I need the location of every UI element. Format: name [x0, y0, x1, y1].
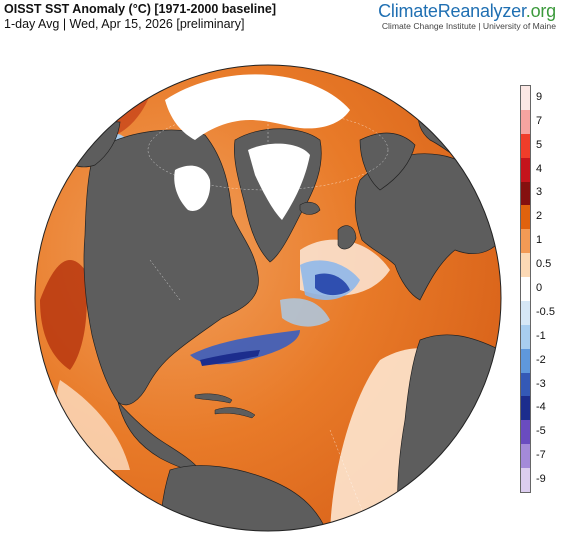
legend-swatch [521, 396, 530, 421]
legend-label: 0.5 [536, 258, 552, 271]
map-subtitle: 1-day Avg | Wed, Apr 15, 2026 [prelimina… [4, 17, 245, 31]
legend-swatch [521, 181, 530, 206]
legend-swatch [521, 372, 530, 397]
legend-label: -2 [536, 353, 546, 366]
greenland-ice-sheet [248, 143, 310, 220]
iceland-land [299, 201, 321, 215]
brand-subtitle: Climate Change Institute | University of… [381, 21, 556, 31]
british-isles-land [337, 225, 357, 250]
europe-land [354, 153, 501, 301]
legend-swatch [521, 109, 530, 135]
legend-swatch [521, 348, 530, 374]
legend-swatch [521, 324, 530, 350]
cool-anomaly [200, 350, 260, 366]
graticule [147, 80, 389, 531]
legend-swatch [521, 157, 530, 183]
legend-swatch [521, 86, 530, 111]
legend-label: -0.5 [536, 305, 555, 318]
legend-swatch [521, 229, 530, 254]
legend-label: 1 [536, 234, 543, 247]
arctic-sea-ice [165, 74, 350, 140]
brand-logo[interactable]: ClimateReanalyzer.org Climate Change Ins… [378, 1, 556, 32]
legend-swatch [521, 205, 530, 230]
legend-label: 5 [536, 138, 543, 151]
scandinavia-land [359, 132, 416, 191]
brand-name: ClimateReanalyzer.org [378, 1, 556, 21]
legend-label: 2 [536, 210, 543, 223]
cuba-land [194, 393, 233, 404]
hudson-bay-ice [174, 165, 211, 211]
legend-label: -5 [536, 425, 546, 438]
cool-anomaly [315, 273, 350, 296]
strong-warm-anomaly [40, 260, 87, 370]
legend-label: 7 [536, 114, 543, 127]
color-scale-legend: 9 7 5 4 3 2 1 0.5 0 -0.5 -1 -2 -3 -4 -5 -7 -9 [520, 85, 560, 493]
legend-swatch [521, 277, 530, 302]
caribbean-islands [214, 407, 256, 419]
globe-outline [34, 64, 502, 532]
legend-label: -1 [536, 329, 546, 342]
legend-swatch [521, 444, 530, 469]
map-title: OISST SST Anomaly (°C) [1971-2000 baseli… [4, 2, 276, 16]
title-block: OISST SST Anomaly (°C) [1971-2000 baseli… [4, 2, 276, 32]
legend-label: 3 [536, 186, 543, 199]
legend-label: -9 [536, 473, 546, 486]
legend-swatch [521, 253, 530, 278]
cool-anomaly [280, 298, 330, 327]
legend-label: -7 [536, 449, 546, 462]
legend-swatch [521, 133, 530, 159]
color-bar [520, 85, 531, 493]
legend-label: -4 [536, 401, 546, 414]
africa-land [397, 334, 501, 531]
legend-label: -3 [536, 377, 546, 390]
legend-label: 0 [536, 282, 543, 294]
legend-swatch [521, 300, 530, 326]
legend-label: 4 [536, 162, 543, 175]
legend-swatch [521, 420, 530, 445]
legend-swatch [521, 468, 530, 493]
legend-label: 9 [536, 90, 543, 103]
cool-anomaly [190, 330, 300, 365]
north-america-land [83, 129, 259, 406]
